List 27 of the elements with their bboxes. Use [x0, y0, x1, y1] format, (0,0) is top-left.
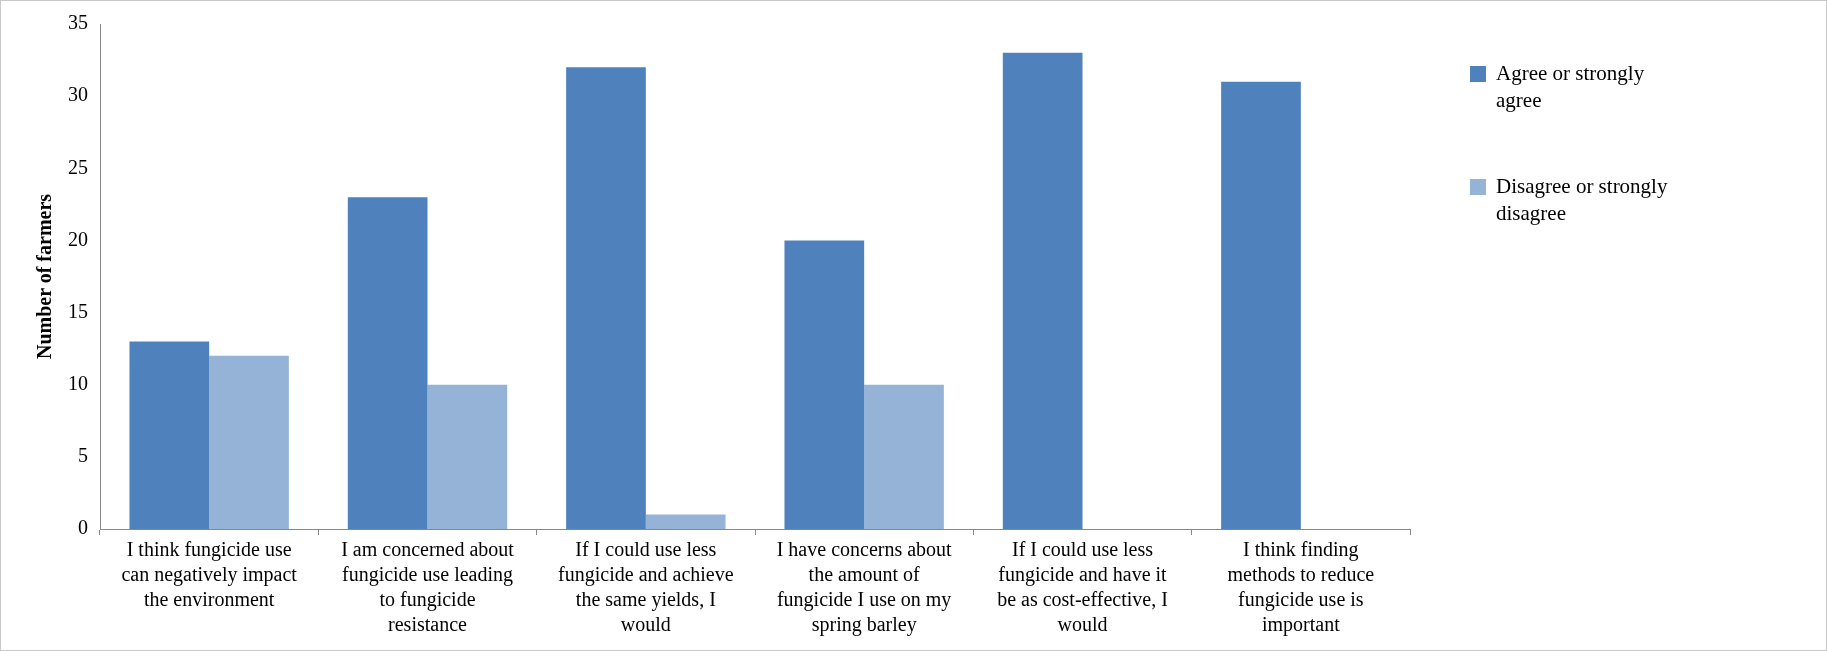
bar	[347, 197, 428, 529]
bar	[864, 384, 944, 529]
x-tick-label: If I could use less fungicide and have it be as cost-effective, I would	[997, 537, 1168, 635]
x-tick-label: If I could use less fungicide and achieve the same yields, I would	[558, 537, 734, 635]
x-tick-label: I think fungicide use can negatively impact the environment	[121, 537, 298, 610]
y-tick-label: 15	[68, 299, 88, 322]
y-axis-title: Number of farmers	[33, 193, 56, 360]
bar	[129, 341, 210, 529]
bar	[209, 355, 289, 529]
y-tick-label: 20	[68, 227, 88, 250]
x-tick-label: I am concerned about fungicide use leading to fungicide resistance	[341, 537, 515, 635]
bar	[1002, 52, 1083, 529]
legend-label: Agree or strongly agree	[1496, 60, 1646, 115]
y-tick-label: 10	[68, 371, 88, 394]
y-tick-label: 30	[68, 83, 88, 106]
y-tick-label: 25	[68, 155, 88, 178]
bar	[1221, 81, 1301, 529]
legend-label: Disagree or strongly disagree	[1496, 172, 1669, 227]
y-tick-label: 0	[78, 516, 88, 539]
x-tick-label: I think finding methods to reduce fungicide use is important	[1227, 537, 1375, 636]
bar	[784, 240, 865, 529]
x-tick-label: I have concerns about the amount of fungicide I use on my spring barley	[776, 537, 953, 636]
bar	[566, 67, 646, 529]
bar	[427, 384, 508, 529]
y-tick-label: 35	[68, 11, 88, 34]
bar	[645, 514, 726, 529]
y-tick-label: 5	[78, 444, 88, 467]
